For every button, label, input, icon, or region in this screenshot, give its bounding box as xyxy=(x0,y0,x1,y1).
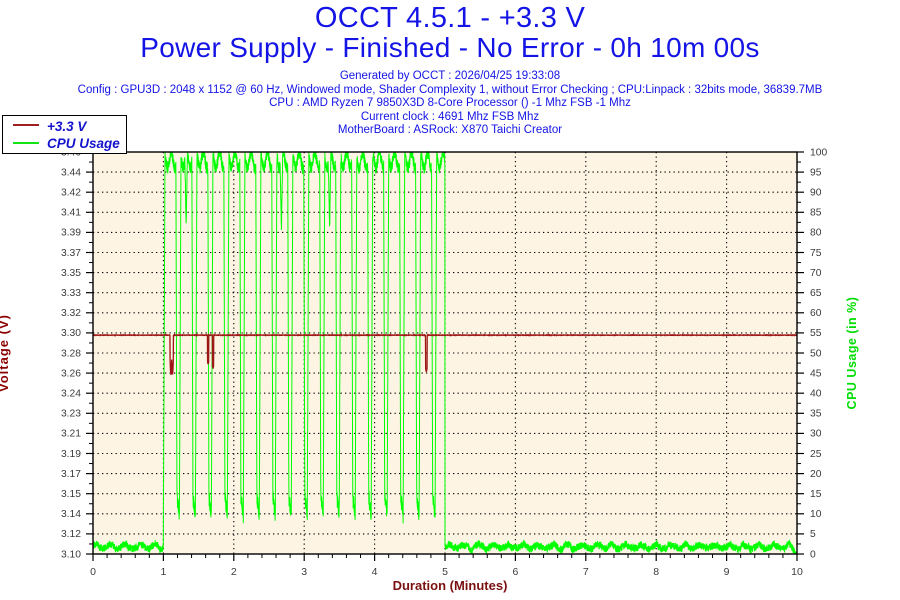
svg-text:3.42: 3.42 xyxy=(61,188,81,199)
svg-text:3.23: 3.23 xyxy=(61,409,81,420)
svg-text:70: 70 xyxy=(810,268,822,279)
svg-text:3.24: 3.24 xyxy=(61,389,81,400)
svg-text:3.44: 3.44 xyxy=(61,167,81,178)
svg-text:6: 6 xyxy=(512,566,518,578)
svg-text:3.32: 3.32 xyxy=(61,308,81,319)
svg-text:3.21: 3.21 xyxy=(61,429,81,440)
svg-text:80: 80 xyxy=(810,228,822,239)
svg-text:10: 10 xyxy=(810,509,822,520)
svg-text:75: 75 xyxy=(810,248,822,259)
svg-text:3.35: 3.35 xyxy=(61,268,81,279)
svg-text:3.12: 3.12 xyxy=(61,529,81,540)
svg-text:3.14: 3.14 xyxy=(61,509,81,520)
svg-text:3.33: 3.33 xyxy=(61,288,81,299)
svg-text:3.10: 3.10 xyxy=(61,549,81,560)
svg-text:10: 10 xyxy=(791,566,803,578)
svg-text:55: 55 xyxy=(810,328,822,339)
svg-text:40: 40 xyxy=(810,389,822,400)
svg-text:3.41: 3.41 xyxy=(61,208,81,219)
svg-text:100: 100 xyxy=(810,147,827,158)
svg-text:1: 1 xyxy=(160,566,166,578)
svg-text:65: 65 xyxy=(810,288,822,299)
svg-text:90: 90 xyxy=(810,188,822,199)
svg-text:5: 5 xyxy=(442,566,448,578)
svg-text:9: 9 xyxy=(724,566,730,578)
svg-text:0: 0 xyxy=(90,566,96,578)
svg-text:30: 30 xyxy=(810,429,822,440)
svg-text:2: 2 xyxy=(231,566,237,578)
svg-text:60: 60 xyxy=(810,308,822,319)
svg-text:3.17: 3.17 xyxy=(61,469,81,480)
svg-text:85: 85 xyxy=(810,208,822,219)
svg-text:3.28: 3.28 xyxy=(61,348,81,359)
svg-text:3: 3 xyxy=(301,566,307,578)
svg-text:3.30: 3.30 xyxy=(61,328,81,339)
svg-text:4: 4 xyxy=(372,566,378,578)
svg-text:3.26: 3.26 xyxy=(61,368,81,379)
svg-text:25: 25 xyxy=(810,449,822,460)
svg-text:95: 95 xyxy=(810,167,822,178)
svg-text:7: 7 xyxy=(583,566,589,578)
svg-text:0: 0 xyxy=(810,549,816,560)
svg-text:3.37: 3.37 xyxy=(61,248,81,259)
svg-text:5: 5 xyxy=(810,529,816,540)
svg-text:45: 45 xyxy=(810,368,822,379)
svg-text:3.19: 3.19 xyxy=(61,449,81,460)
svg-text:8: 8 xyxy=(653,566,659,578)
svg-text:3.39: 3.39 xyxy=(61,228,81,239)
svg-text:20: 20 xyxy=(810,469,822,480)
svg-text:15: 15 xyxy=(810,489,822,500)
svg-text:50: 50 xyxy=(810,348,822,359)
svg-text:3.15: 3.15 xyxy=(61,489,81,500)
svg-text:35: 35 xyxy=(810,409,822,420)
